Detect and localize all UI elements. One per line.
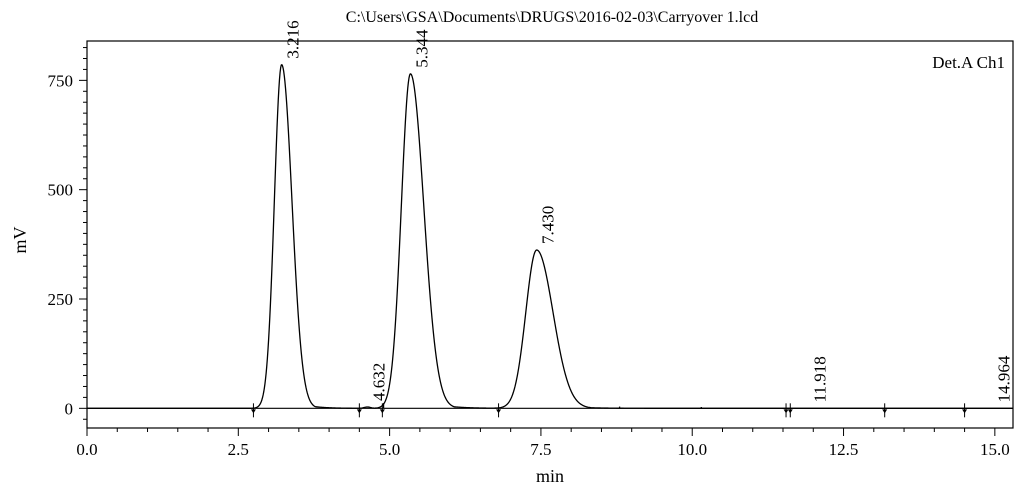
chart-title: C:\Users\GSA\Documents\DRUGS\2016-02-03\…	[346, 9, 758, 26]
peak-label: 5.344	[412, 29, 431, 68]
y-axis-label: mV	[10, 226, 30, 253]
peak-label: 7.430	[539, 206, 558, 244]
y-tick-label: 750	[48, 71, 74, 90]
peak-label: 14.964	[995, 355, 1014, 402]
plot-frame	[86, 40, 1014, 429]
baseline-marker-head	[379, 409, 385, 414]
axis-ticks: 0.0 2.5 5.0 7.5 10.0 12.5 15.0 0 250 500 750	[48, 47, 1013, 459]
x-tick-label: 15.0	[980, 440, 1010, 459]
x-tick-label: 2.5	[228, 440, 249, 459]
series-layer	[86, 64, 1014, 409]
peak-label: 3.216	[284, 20, 303, 58]
peak-label: 4.632	[369, 363, 388, 401]
baseline-marker-head	[962, 409, 968, 414]
baseline-marker-head	[787, 409, 793, 414]
x-axis-label: min	[536, 466, 564, 486]
x-tick-label: 12.5	[829, 440, 859, 459]
y-tick-label: 500	[48, 181, 74, 200]
baseline-marker-head	[250, 409, 256, 414]
baseline-marker-head	[882, 409, 888, 414]
legend-label: Det.A Ch1	[932, 53, 1005, 72]
baseline-markers	[250, 403, 968, 418]
y-tick-label: 250	[48, 290, 74, 309]
x-tick-label: 10.0	[677, 440, 707, 459]
x-tick-label: 0.0	[76, 440, 97, 459]
peak-label: 11.918	[810, 356, 829, 402]
series-line	[86, 64, 1014, 409]
baseline-marker-head	[356, 409, 362, 414]
x-tick-label: 7.5	[530, 440, 551, 459]
baseline-marker-head	[496, 409, 502, 414]
y-tick-label: 0	[65, 399, 74, 418]
x-tick-label: 5.0	[379, 440, 400, 459]
peak-labels: 3.216 4.632 5.344 7.430 11.918 14.964	[284, 20, 1014, 402]
baseline-marker-head	[783, 409, 789, 414]
